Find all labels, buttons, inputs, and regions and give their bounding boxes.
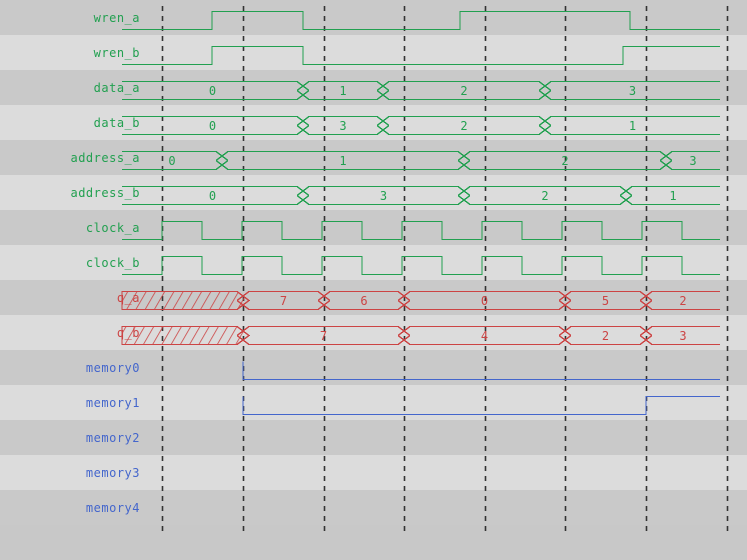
wave-wren_b (122, 45, 720, 66)
wave-value-data_a-2: 2 (460, 84, 467, 98)
wave-value-data_b-1: 3 (339, 119, 346, 133)
signal-label-memory4[interactable]: memory4 (85, 500, 140, 515)
wave-value-address_b-3: 1 (669, 189, 676, 203)
wave-value-address_b-0: 0 (209, 189, 216, 203)
signal-label-wren_b[interactable]: wren_b (93, 45, 140, 60)
wave-q_a-unknown-0 (121, 290, 251, 311)
wave-value-address_a-0: 0 (168, 154, 175, 168)
wave-data_a-top-3 (538, 80, 720, 92)
wave-address_a-bot-0 (122, 159, 229, 171)
wave-address_b-top-3 (619, 185, 720, 197)
wave-address_a-top-0 (122, 150, 229, 162)
signal-label-address_a[interactable]: address_a (70, 150, 140, 165)
wave-value-address_a-3: 3 (689, 154, 696, 168)
wave-clock_a (122, 220, 720, 241)
wave-data_a-top-0 (122, 80, 310, 92)
wave-q_b-top-4 (639, 325, 720, 337)
wave-data_b-top-0 (122, 115, 310, 127)
wave-data_b-top-3 (538, 115, 720, 127)
wave-value-q_b-4: 3 (679, 329, 686, 343)
wave-memory0 (242, 361, 720, 381)
wave-address_b-bot-3 (619, 194, 720, 206)
wave-value-address_a-2: 2 (561, 154, 568, 168)
wave-q_a-bot-5 (639, 299, 720, 311)
wave-value-q_a-5: 2 (679, 294, 686, 308)
wave-q_b-unknown-0 (121, 325, 251, 346)
wave-value-address_b-1: 3 (380, 189, 387, 203)
wave-value-q_a-1: 7 (280, 294, 287, 308)
signal-label-data_a[interactable]: data_a (93, 80, 140, 95)
wave-value-data_a-0: 0 (209, 84, 216, 98)
wave-data_b-bot-3 (538, 124, 720, 136)
signal-trace-layer: 0 1 2 3 0 3 2 1 0 1 2 3 0 3 2 1 7 6 0 5 2 7 4 2 3 (121, 10, 720, 416)
wave-value-data_b-3: 1 (629, 119, 636, 133)
row-band-memory4 (0, 490, 747, 525)
row-band-memory3 (0, 455, 747, 490)
signal-label-clock_a[interactable]: clock_a (85, 220, 140, 235)
wave-data_b-bot-0 (122, 124, 310, 136)
wave-value-q_a-2: 6 (360, 294, 367, 308)
signal-label-memory0[interactable]: memory0 (85, 360, 140, 375)
signal-label-memory1[interactable]: memory1 (85, 395, 140, 410)
wave-value-q_a-3: 0 (481, 294, 488, 308)
wave-address_a-top-3 (659, 150, 720, 162)
wave-value-q_a-4: 5 (602, 294, 609, 308)
wave-value-data_b-0: 0 (209, 119, 216, 133)
wave-q_a-top-5 (639, 290, 720, 302)
wave-clock_b (122, 255, 720, 276)
cursor-line-layer (161, 6, 729, 531)
signal-label-memory2[interactable]: memory2 (85, 430, 140, 445)
wave-wren_a (122, 10, 720, 31)
wave-value-data_a-3: 3 (629, 84, 636, 98)
signal-label-data_b[interactable]: data_b (93, 115, 140, 130)
signal-label-clock_b[interactable]: clock_b (85, 255, 140, 270)
wave-value-data_b-2: 2 (460, 119, 467, 133)
wave-data_a-bot-3 (538, 89, 720, 101)
signal-label-memory3[interactable]: memory3 (85, 465, 140, 480)
row-band-memory2 (0, 420, 747, 455)
wave-value-q_b-2: 4 (481, 329, 488, 343)
wave-value-q_b-3: 2 (602, 329, 609, 343)
wave-value-q_b-1: 7 (320, 329, 327, 343)
signal-label-address_b[interactable]: address_b (70, 185, 140, 200)
wave-address_b-bot-0 (122, 194, 310, 206)
wave-address_a-bot-3 (659, 159, 720, 171)
wave-value-data_a-1: 1 (339, 84, 346, 98)
signal-label-wren_a[interactable]: wren_a (93, 10, 140, 25)
wave-address_b-top-0 (122, 185, 310, 197)
wave-value-address_a-1: 1 (339, 154, 346, 168)
wave-q_b-bot-4 (639, 334, 720, 346)
wave-memory1 (242, 395, 720, 416)
wave-value-address_b-2: 2 (541, 189, 548, 203)
wave-data_a-bot-0 (122, 89, 310, 101)
